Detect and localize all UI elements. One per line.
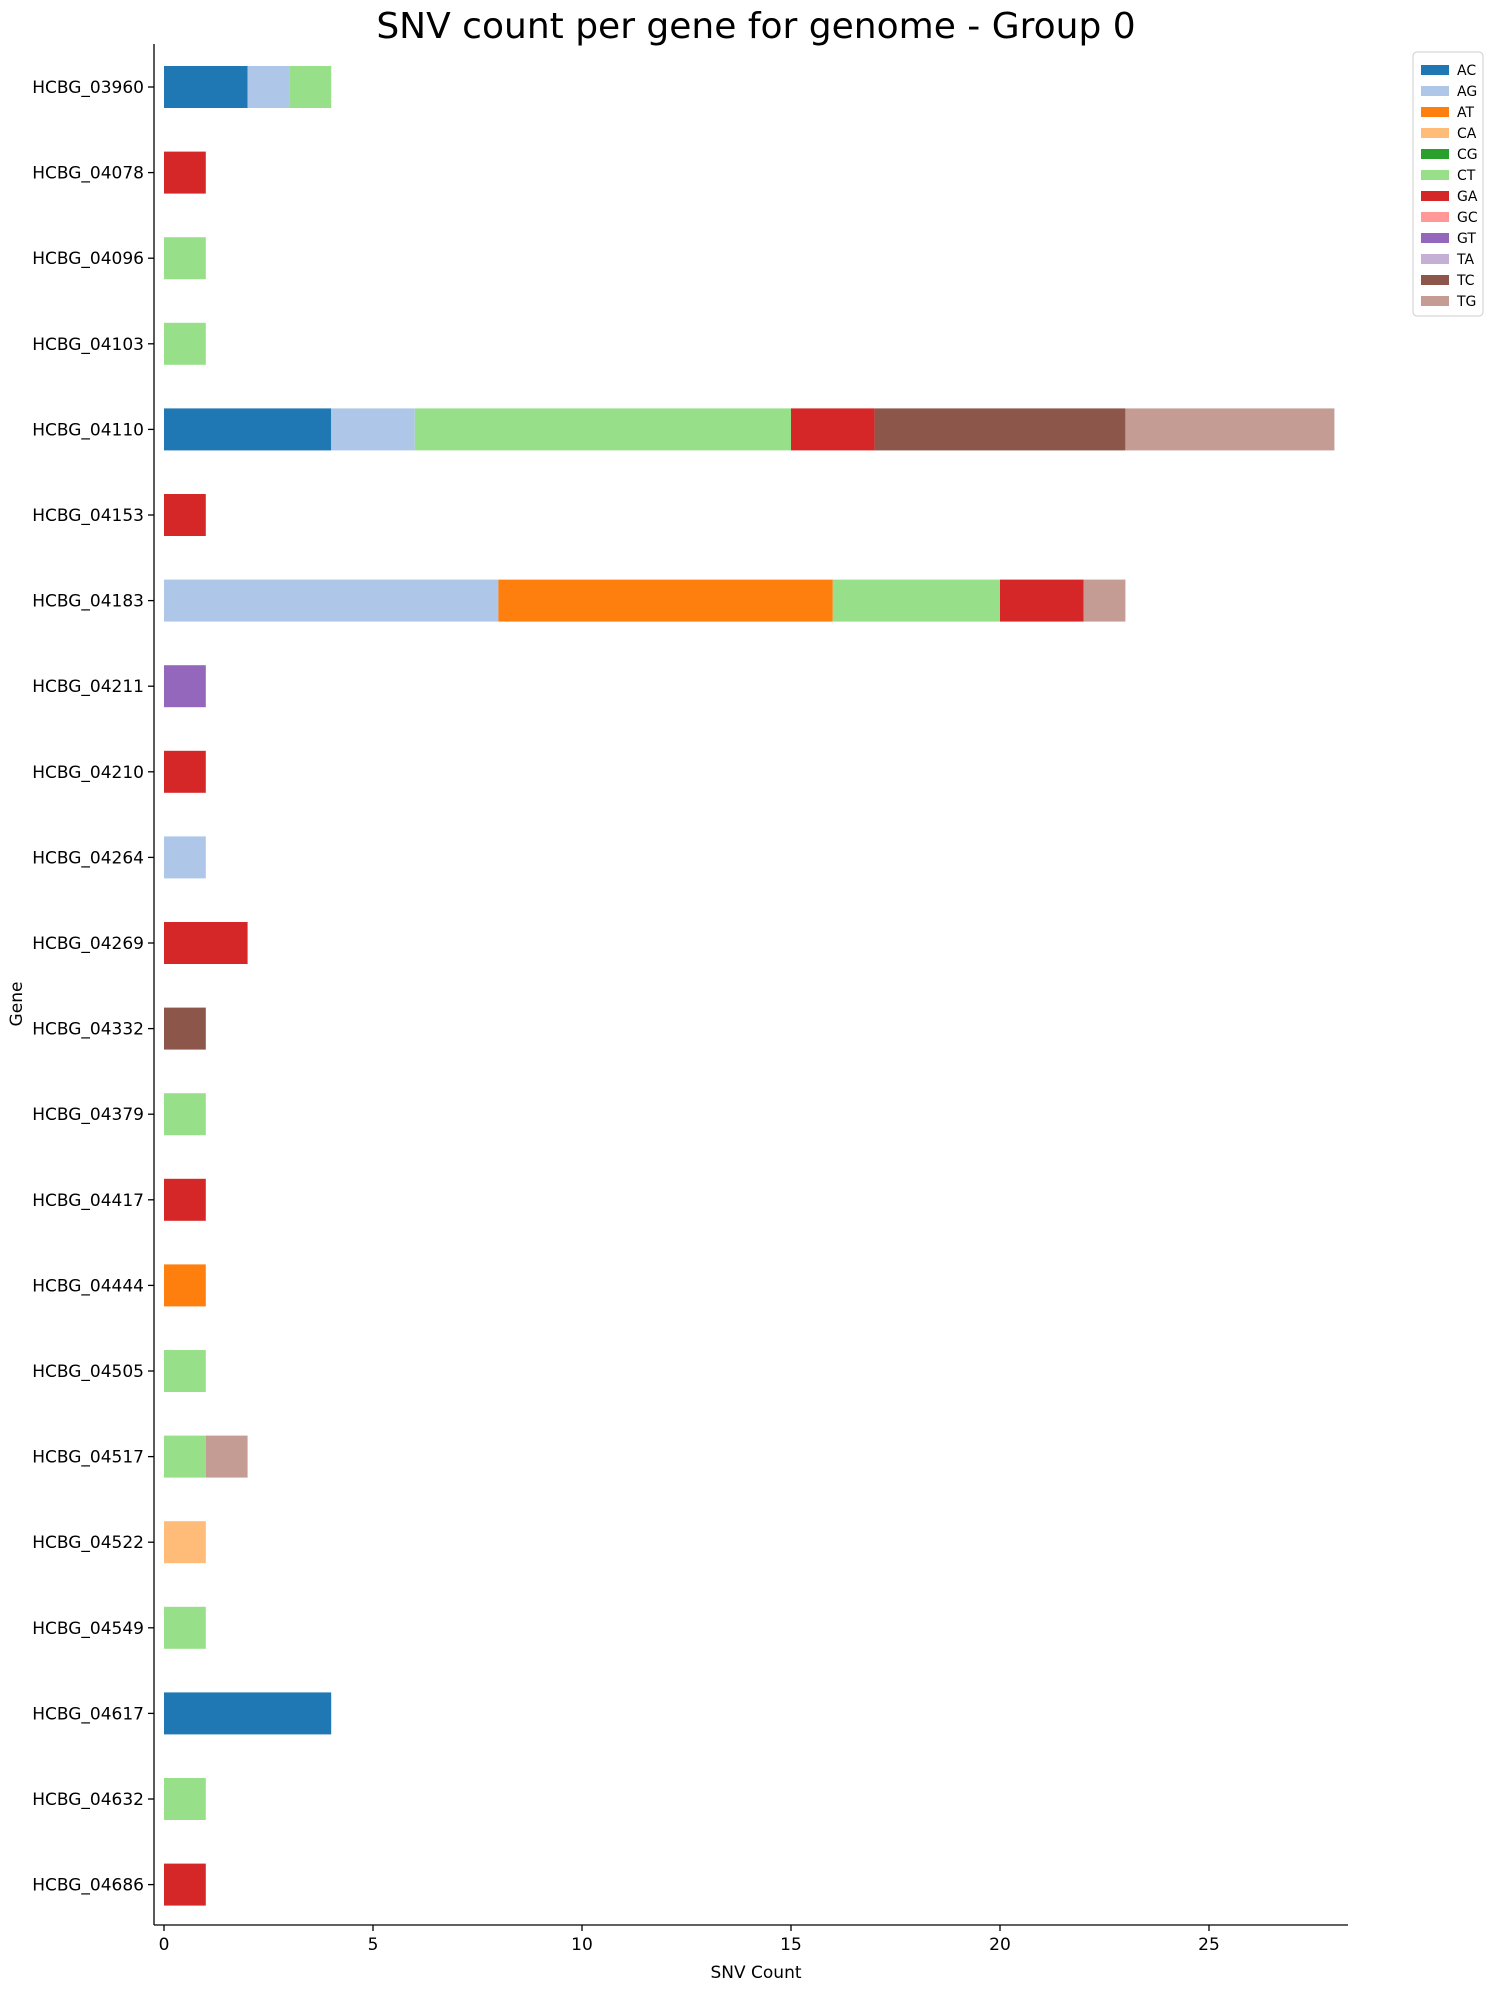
bar-segment-AC-HCBG_04617 [164,1692,332,1735]
x-tick-label: 5 [368,1935,379,1955]
bar-segment-GT-HCBG_04211 [164,665,206,708]
legend-label-TG: TG [1456,294,1476,310]
bar-segment-GA-HCBG_04210 [164,750,206,793]
y-tick-label: HCBG_04549 [32,1619,144,1639]
legend-label-CA: CA [1457,126,1477,142]
y-tick-label: HCBG_04269 [32,934,144,954]
y-tick-label: HCBG_03960 [32,78,144,98]
legend-swatch-AC [1421,65,1449,75]
x-tick-label: 25 [1198,1935,1220,1955]
bar-segment-GA-HCBG_04417 [164,1178,206,1221]
legend-label-TC: TC [1456,273,1475,289]
bar-segment-AG-HCBG_03960 [247,66,290,108]
legend-label-AC: AC [1457,63,1476,79]
y-tick-label: HCBG_04632 [32,1790,144,1810]
bar-segment-GA-HCBG_04183 [1000,579,1084,622]
bar-segment-TG-HCBG_04517 [205,1435,248,1478]
bar-segment-CT-HCBG_04183 [832,579,1000,622]
y-tick-label: HCBG_04444 [32,1276,144,1296]
y-axis-label: Gene [7,982,27,1027]
bar-segment-TG-HCBG_04183 [1083,579,1126,622]
bar-segment-CT-HCBG_04379 [164,1093,206,1136]
legend-swatch-AT [1421,107,1449,117]
y-tick-label: HCBG_04264 [32,848,144,868]
bar-segment-TG-HCBG_04110 [1125,408,1335,451]
bar-segment-AT-HCBG_04183 [498,579,833,622]
legend: AC AG AT CA CG CT GA GC GT TA TC TG [1412,51,1484,317]
bar-segment-GA-HCBG_04686 [164,1863,206,1906]
y-axis: HCBG_03960 HCBG_04078 HCBG_04096 HCBG_04103… [32,44,155,1925]
x-axis: 0 5 10 15 20 25 [154,1924,1348,1955]
legend-swatch-GC [1421,212,1449,222]
bar-segment-CT-HCBG_03960 [289,66,332,108]
bar-segment-AG-HCBG_04110 [331,408,415,451]
legend-label-TA: TA [1456,252,1474,268]
bar-segment-GA-HCBG_04269 [164,922,248,964]
y-tick-label: HCBG_04153 [32,506,144,526]
y-tick-label: HCBG_04617 [32,1704,144,1724]
bar-segment-GA-HCBG_04078 [164,151,206,194]
legend-label-GA: GA [1457,189,1478,205]
y-tick-label: HCBG_04522 [32,1533,144,1553]
bars-layer [164,66,1335,1906]
legend-label-CT: CT [1457,168,1476,184]
bar-segment-CA-HCBG_04522 [164,1521,206,1564]
x-tick-label: 15 [780,1935,802,1955]
x-axis-label: SNV Count [710,1963,801,1983]
y-tick-label: HCBG_04096 [32,249,144,269]
legend-label-CG: CG [1457,147,1478,163]
bar-segment-AT-HCBG_04444 [164,1264,206,1307]
legend-label-GC: GC [1457,210,1478,226]
bar-segment-TC-HCBG_04332 [164,1007,206,1050]
bar-segment-AG-HCBG_04183 [164,579,499,622]
bar-segment-CT-HCBG_04549 [164,1606,206,1649]
legend-swatch-CG [1421,149,1449,159]
y-tick-label: HCBG_04103 [32,335,144,355]
bar-segment-CT-HCBG_04103 [164,322,206,365]
legend-swatch-GA [1421,191,1449,201]
y-tick-label: HCBG_04210 [32,763,144,783]
legend-swatch-TG [1421,296,1449,306]
bar-segment-AC-HCBG_04110 [164,408,332,451]
y-tick-label: HCBG_04686 [32,1876,144,1896]
legend-swatch-CT [1421,170,1449,180]
bar-segment-CT-HCBG_04110 [414,408,791,451]
legend-label-AG: AG [1457,84,1477,100]
y-tick-label: HCBG_04517 [32,1448,144,1468]
bar-segment-GA-HCBG_04110 [791,408,875,451]
chart-title: SNV count per gene for genome - Group 0 [376,6,1135,47]
bar-segment-AC-HCBG_03960 [164,66,248,108]
y-tick-label: HCBG_04211 [32,677,144,697]
y-tick-label: HCBG_04110 [32,420,144,440]
legend-swatch-TC [1421,275,1449,285]
bar-segment-CT-HCBG_04517 [164,1435,206,1478]
bar-segment-GA-HCBG_04153 [164,494,206,536]
legend-label-GT: GT [1457,231,1476,247]
y-tick-label: HCBG_04332 [32,1020,144,1040]
legend-box [1412,51,1484,317]
x-tick-label: 0 [159,1935,170,1955]
bar-segment-TC-HCBG_04110 [874,408,1126,451]
bar-segment-CT-HCBG_04096 [164,237,206,280]
x-tick-label: 20 [989,1935,1011,1955]
bar-segment-CT-HCBG_04505 [164,1350,206,1392]
y-tick-label: HCBG_04505 [32,1362,144,1382]
bar-segment-CT-HCBG_04632 [164,1778,206,1820]
legend-swatch-TA [1421,254,1449,264]
y-tick-label: HCBG_04183 [32,592,144,612]
legend-swatch-CA [1421,128,1449,138]
legend-swatch-GT [1421,233,1449,243]
y-tick-label: HCBG_04379 [32,1105,144,1125]
legend-label-AT: AT [1457,105,1474,121]
y-tick-label: HCBG_04417 [32,1191,144,1211]
x-tick-label: 10 [571,1935,593,1955]
y-tick-label: HCBG_04078 [32,164,144,184]
bar-segment-AG-HCBG_04264 [164,836,206,879]
legend-swatch-AG [1421,86,1449,96]
